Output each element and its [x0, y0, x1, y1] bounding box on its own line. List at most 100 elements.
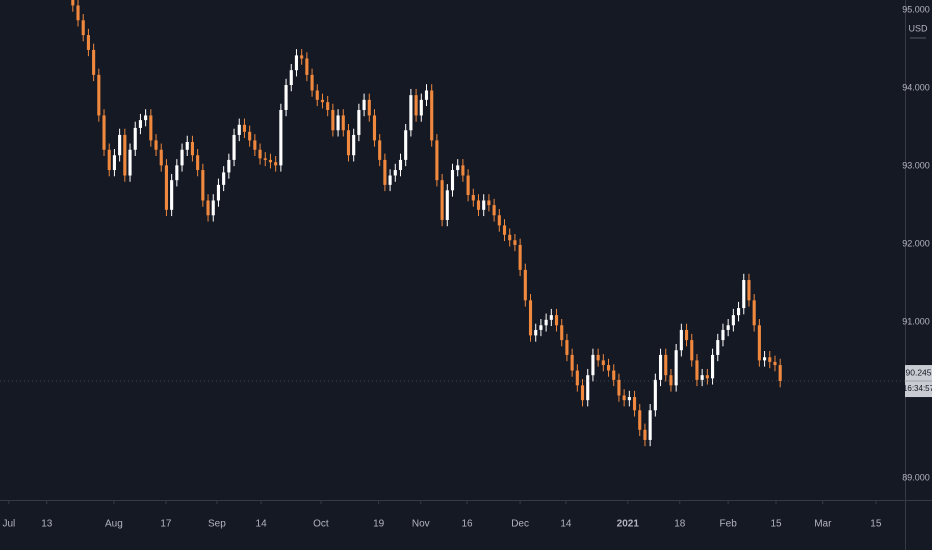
candle-body [263, 158, 267, 160]
candle-body [159, 149, 163, 166]
candle-body [107, 149, 111, 171]
candle-body [253, 140, 257, 150]
candle-body [206, 200, 210, 216]
candle-body [97, 74, 101, 116]
candle-body [175, 165, 179, 181]
candle-body [752, 300, 756, 326]
candle-body [279, 109, 283, 166]
countdown-label: 16:34:57 [903, 384, 932, 393]
candle-body [180, 149, 184, 166]
candle-body [580, 385, 585, 401]
y-tick-label: 91.000 [902, 317, 930, 327]
candle-body [346, 130, 351, 156]
candle-body [336, 115, 340, 131]
candle-body [737, 308, 741, 316]
candle-body [653, 379, 657, 411]
x-tick-label: 15 [870, 519, 882, 530]
candle-body [482, 200, 486, 210]
y-tick-label: 92.000 [902, 239, 930, 249]
candle-body [731, 315, 735, 326]
candle-body [310, 74, 314, 91]
candle-body [71, 0, 75, 6]
candle-body [118, 134, 122, 156]
candle-body [378, 140, 382, 160]
candle-body [305, 58, 309, 75]
candle-body [341, 115, 345, 131]
candle-body [409, 95, 413, 131]
candle-body [669, 375, 673, 386]
x-tick-label: Jul [2, 519, 15, 530]
candle-body [679, 329, 683, 351]
candle-body [237, 124, 241, 135]
candle-body [170, 180, 174, 210]
candle-body [357, 109, 361, 135]
candle-body [716, 340, 720, 355]
candle-body [456, 165, 460, 171]
candle-body [440, 180, 444, 220]
x-tick-label: Nov [412, 519, 430, 530]
candle-body [414, 95, 418, 116]
candle-body [92, 49, 96, 75]
candle-body [211, 200, 215, 216]
y-tick-label: 94.000 [902, 83, 930, 93]
candle-body [690, 340, 694, 361]
candle-body [664, 354, 668, 376]
candle-body [268, 159, 273, 163]
candle-body [133, 127, 137, 150]
candle-body [232, 134, 236, 160]
candle-body [554, 315, 559, 326]
candle-body [315, 90, 319, 100]
candle-body [502, 225, 507, 235]
candle-body [258, 149, 262, 159]
candle-body [763, 357, 767, 361]
candle-body [326, 102, 330, 110]
last-price-label: 90.245 [906, 367, 932, 377]
candle-body [695, 360, 699, 380]
candle-body [747, 280, 751, 301]
candle-body [627, 397, 631, 401]
x-tick-label: 19 [373, 519, 385, 530]
candle-body [248, 131, 252, 141]
candle-body [471, 195, 475, 201]
candle-body [216, 184, 221, 201]
candle-body [138, 120, 142, 128]
candle-body [362, 99, 366, 110]
x-tick-label: Dec [511, 519, 529, 530]
candle-body [575, 370, 579, 386]
candle-body [612, 370, 616, 380]
x-tick-label: Aug [105, 519, 123, 530]
candle-body [773, 361, 777, 366]
candle-body [242, 124, 247, 132]
candle-body [466, 175, 470, 196]
candle-body [528, 300, 533, 336]
candle-body [190, 141, 195, 156]
x-tick-label: 17 [160, 519, 172, 530]
candle-body [128, 149, 132, 176]
x-tick-label: 14 [256, 519, 268, 530]
candle-body [534, 329, 538, 336]
candle-body [424, 90, 429, 100]
x-tick-label: 16 [462, 519, 474, 530]
candle-body [700, 375, 704, 380]
candle-body [393, 170, 397, 176]
x-tick-label: Mar [814, 519, 832, 530]
candle-body [648, 410, 652, 440]
candle-body [86, 35, 90, 50]
candle-body [658, 354, 663, 380]
candle-body [164, 165, 168, 210]
candle-body [778, 365, 782, 382]
candle-body [201, 170, 205, 201]
candle-body [404, 130, 408, 160]
candle-body [684, 329, 689, 341]
candle-body [300, 55, 304, 59]
x-tick-label: 14 [560, 519, 572, 530]
candle-body [721, 329, 725, 341]
candle-body [352, 134, 356, 156]
candle-body [419, 99, 423, 116]
candle-body [289, 70, 293, 86]
candle-body [674, 350, 678, 386]
candle-body [284, 85, 288, 110]
x-tick-label: Feb [720, 519, 738, 530]
candle-body [445, 190, 449, 220]
